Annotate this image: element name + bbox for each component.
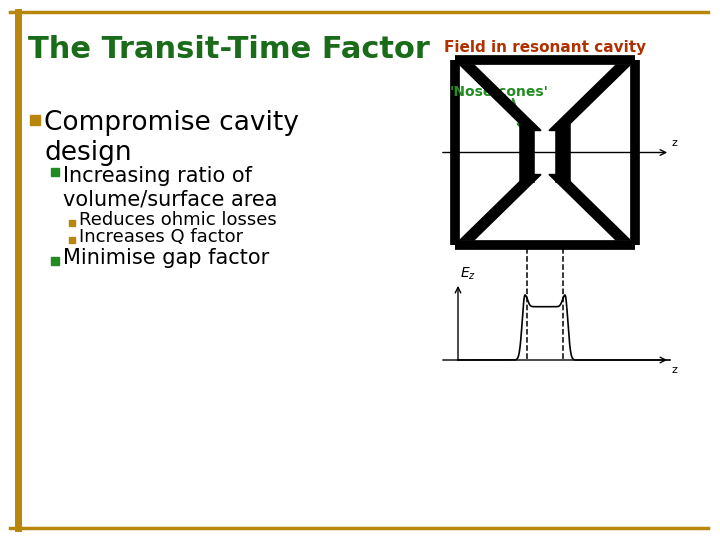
Text: $E_z$: $E_z$ [460,266,476,282]
Bar [69,237,75,243]
Bar [30,115,40,125]
Text: Reduces ohmic losses: Reduces ohmic losses [79,211,276,229]
Text: Increasing ratio of
volume/surface area: Increasing ratio of volume/surface area [63,166,277,209]
Text: Increases Q factor: Increases Q factor [79,228,243,246]
Polygon shape [460,174,541,240]
Text: Minimise gap factor: Minimise gap factor [63,248,269,268]
Polygon shape [460,65,541,131]
Text: The Transit-Time Factor: The Transit-Time Factor [28,35,430,64]
Text: z: z [672,365,678,375]
Bar [51,257,59,265]
Bar [51,168,59,176]
Text: 'Nose-cones': 'Nose-cones' [450,85,549,99]
Text: Field in resonant cavity: Field in resonant cavity [444,40,646,55]
Polygon shape [549,65,630,131]
Text: Compromise cavity
design: Compromise cavity design [44,110,299,166]
Bar [69,220,75,226]
Polygon shape [549,174,630,240]
Text: z: z [672,138,678,149]
